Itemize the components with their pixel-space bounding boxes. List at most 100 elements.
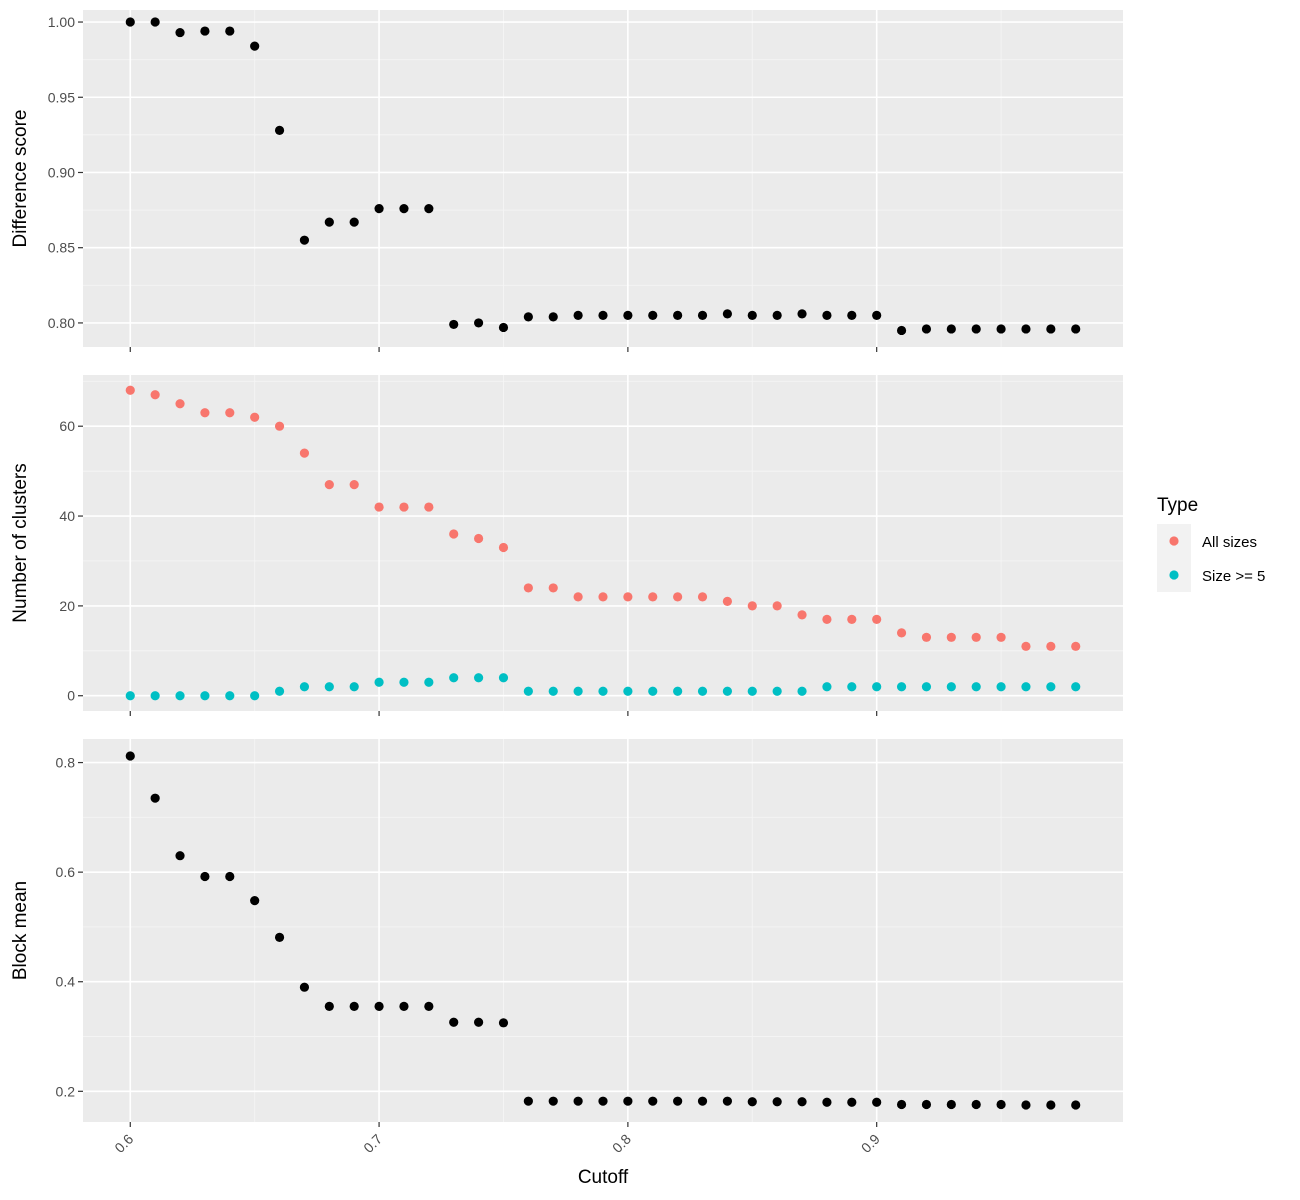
data-point xyxy=(299,982,310,992)
data-point xyxy=(449,319,459,330)
data-point xyxy=(971,682,981,692)
data-point xyxy=(697,310,708,321)
data-point xyxy=(399,1001,409,1011)
data-point xyxy=(125,691,135,701)
data-point xyxy=(175,27,185,38)
data-point xyxy=(822,682,832,692)
data-point xyxy=(424,1001,434,1011)
data-point xyxy=(374,677,384,687)
data-point xyxy=(523,686,533,696)
data-point xyxy=(797,309,807,319)
data-point xyxy=(847,310,857,321)
y-tick-label: 0.6 xyxy=(56,864,76,880)
y-axis-title: Block mean xyxy=(10,881,31,980)
data-point xyxy=(896,628,907,638)
data-point xyxy=(473,1017,484,1027)
data-point xyxy=(125,17,135,27)
data-point xyxy=(374,1001,384,1011)
data-point xyxy=(225,871,235,882)
data-point xyxy=(697,686,708,696)
data-point xyxy=(996,324,1006,334)
data-point xyxy=(250,896,260,906)
legend-swatch-size-ge-5 xyxy=(1169,570,1179,580)
y-axis-title: Difference score xyxy=(10,110,31,248)
data-point xyxy=(797,686,807,696)
data-point xyxy=(225,408,235,418)
data-point xyxy=(673,686,683,696)
data-point xyxy=(772,601,782,611)
data-point xyxy=(872,1097,882,1107)
data-point xyxy=(673,1096,683,1106)
data-point xyxy=(498,542,509,553)
data-point xyxy=(1071,682,1081,692)
y-tick-label: 20 xyxy=(59,598,75,614)
data-point xyxy=(200,871,210,882)
data-point xyxy=(996,1099,1006,1110)
data-point xyxy=(449,673,459,683)
data-point xyxy=(598,592,608,602)
data-point xyxy=(697,1096,708,1106)
data-point xyxy=(175,399,185,409)
data-point xyxy=(548,686,558,696)
data-point xyxy=(573,310,583,321)
legend-label-all-sizes: All sizes xyxy=(1202,534,1257,551)
data-point xyxy=(598,1096,608,1106)
data-point xyxy=(747,601,757,611)
x-tick-label: 0.7 xyxy=(360,1131,385,1156)
data-point xyxy=(921,632,932,642)
data-point xyxy=(374,502,384,512)
data-point xyxy=(623,686,633,696)
data-point xyxy=(498,673,509,683)
data-point xyxy=(772,1097,782,1107)
data-point xyxy=(822,614,832,624)
y-tick-label: 0.2 xyxy=(56,1083,76,1099)
data-point xyxy=(299,448,310,458)
data-point xyxy=(1021,682,1031,692)
y-tick-label: 0.80 xyxy=(48,315,75,331)
panel-difference-score: 0.80 0.85 0.90 0.95 1.00 Difference score xyxy=(10,10,1123,352)
data-point xyxy=(274,686,285,696)
data-point xyxy=(1021,324,1031,334)
y-tick-label: 0.8 xyxy=(56,755,76,771)
data-point xyxy=(623,310,633,321)
data-point xyxy=(399,677,409,687)
y-axis-title: Number of clusters xyxy=(10,463,31,622)
data-point xyxy=(250,412,260,422)
data-point xyxy=(200,408,210,418)
data-point xyxy=(1046,641,1056,651)
data-point xyxy=(623,1096,633,1106)
data-point xyxy=(598,686,608,696)
data-point xyxy=(648,686,658,696)
data-point xyxy=(1071,1100,1081,1110)
data-point xyxy=(473,533,484,544)
data-point xyxy=(747,1097,757,1107)
x-tick-label: 0.6 xyxy=(111,1131,136,1156)
data-point xyxy=(449,529,459,539)
data-point xyxy=(1046,1100,1056,1110)
panel-background xyxy=(83,10,1123,347)
data-point xyxy=(324,1001,334,1011)
data-point xyxy=(523,312,533,322)
data-point xyxy=(225,691,235,701)
data-point xyxy=(648,592,658,602)
data-point xyxy=(921,682,932,692)
data-point xyxy=(424,677,434,687)
data-point xyxy=(747,310,757,321)
data-point xyxy=(772,310,782,321)
data-point xyxy=(473,673,484,683)
data-point xyxy=(523,1096,533,1106)
data-point xyxy=(449,1017,459,1027)
data-point xyxy=(125,751,135,761)
panel-block-mean: 0.6 0.7 0.8 0.9 0.2 0.4 0.6 0.8 Block mean Cutoff xyxy=(10,739,1123,1188)
data-point xyxy=(797,610,807,620)
data-point xyxy=(125,385,135,395)
data-point xyxy=(250,41,260,51)
data-point xyxy=(349,1001,359,1011)
data-point xyxy=(722,1096,733,1106)
data-point xyxy=(175,851,185,861)
series-all-sizes xyxy=(125,385,1081,651)
data-point xyxy=(772,686,782,696)
data-point xyxy=(1021,1100,1031,1110)
data-point xyxy=(175,691,185,701)
y-tick-label: 0 xyxy=(67,688,75,704)
